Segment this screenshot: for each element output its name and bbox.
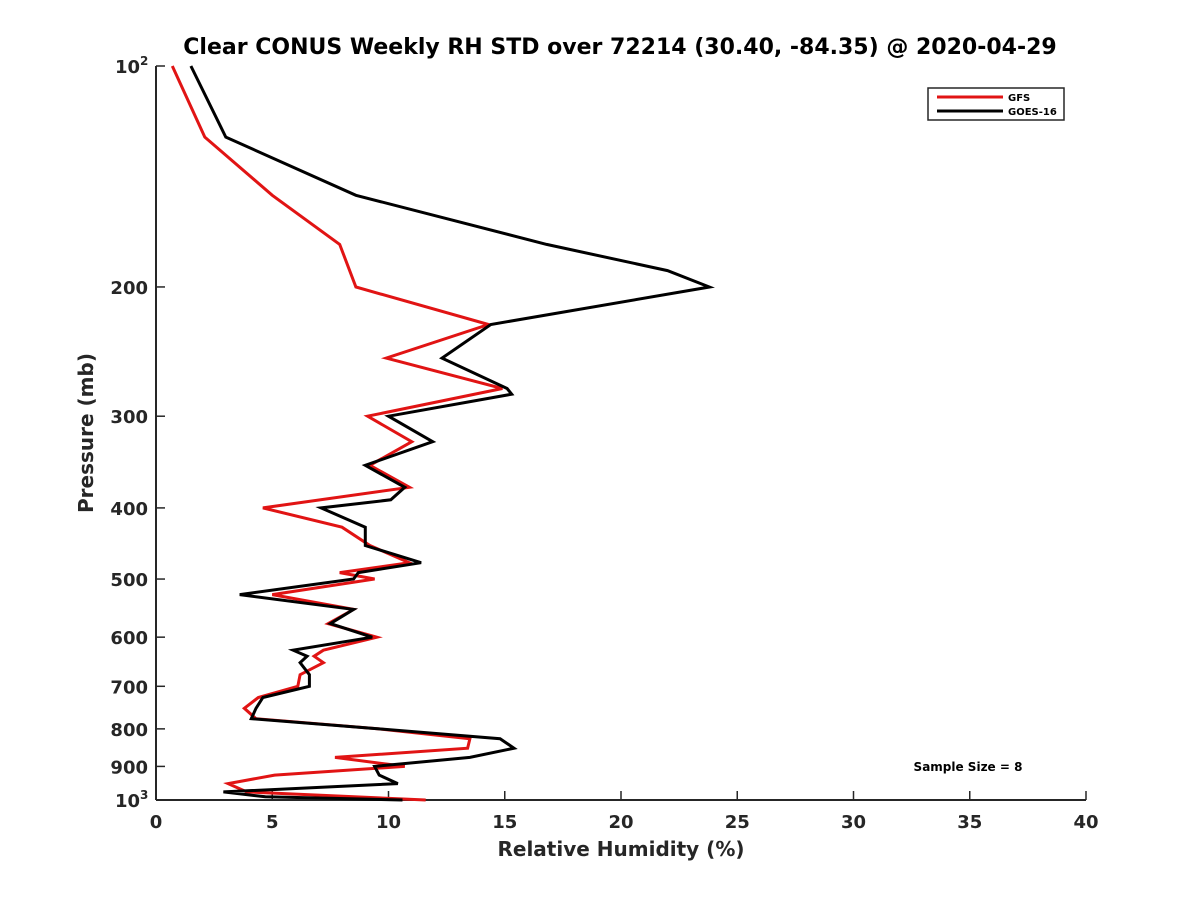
legend-label-goes-16: GOES-16 xyxy=(1008,107,1057,118)
sample-size-annotation: Sample Size = 8 xyxy=(914,760,1023,774)
chart-title: Clear CONUS Weekly RH STD over 72214 (30… xyxy=(183,35,1056,60)
y-tick-label: 10 3 xyxy=(115,788,148,812)
y-tick-label: 700 xyxy=(110,677,148,698)
y-tick-label-base: 10 xyxy=(115,57,140,78)
x-tick-label: 40 xyxy=(1073,812,1098,833)
y-tick-label: 500 xyxy=(110,570,148,591)
y-tick-label: 900 xyxy=(110,757,148,778)
x-tick-label: 15 xyxy=(492,812,517,833)
y-tick-label: 400 xyxy=(110,499,148,520)
x-tick-label: 35 xyxy=(957,812,982,833)
y-tick-label-base: 10 xyxy=(115,791,140,812)
x-tick-label: 25 xyxy=(725,812,750,833)
series-line-gfs xyxy=(170,65,503,802)
x-axis-label: Relative Humidity (%) xyxy=(497,837,744,861)
x-tick-label: 5 xyxy=(266,812,279,833)
legend: GFS GOES-16 xyxy=(927,87,1065,121)
series-line-goes-16 xyxy=(189,65,715,802)
x-tick-label: 10 xyxy=(376,812,401,833)
y-tick-label: 200 xyxy=(110,278,148,299)
series xyxy=(170,65,715,802)
x-tick-label: 30 xyxy=(841,812,866,833)
y-tick-label: 800 xyxy=(110,720,148,741)
legend-box xyxy=(927,87,1065,121)
y-tick-label: 300 xyxy=(110,407,148,428)
x-tick-label: 0 xyxy=(150,812,163,833)
y-tick-label-exponent: 2 xyxy=(140,54,148,68)
y-axis-label: Pressure (mb) xyxy=(74,353,98,513)
y-tick-label: 10 2 xyxy=(115,54,148,78)
y-tick-label-exponent: 3 xyxy=(140,788,148,802)
x-ticks: 0 5 10 15 20 25 30 35 40 xyxy=(150,791,1099,833)
legend-label-gfs: GFS xyxy=(1008,93,1030,104)
y-tick-label: 600 xyxy=(110,628,148,649)
x-tick-label: 20 xyxy=(608,812,633,833)
